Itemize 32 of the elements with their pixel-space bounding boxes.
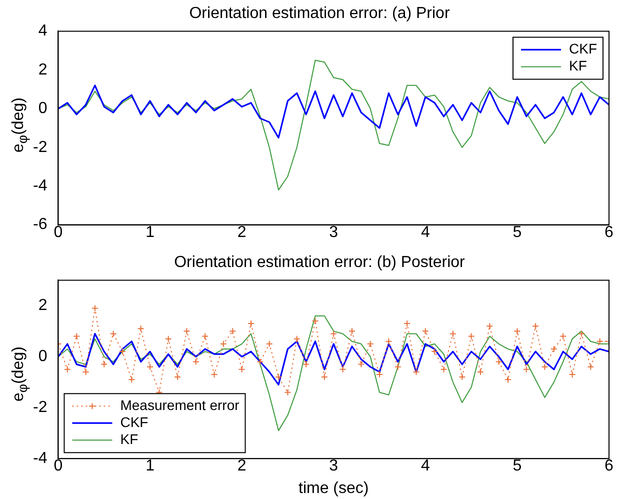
x-tick-label: 5: [512, 458, 522, 475]
legend-label: CKF: [569, 40, 597, 57]
y-tick-label: -4: [32, 177, 48, 194]
legend-label: KF: [569, 58, 587, 74]
x-axis-title: time (sec): [298, 480, 369, 497]
x-tick-label: 3: [329, 224, 338, 241]
x-tick-label: 2: [237, 458, 246, 475]
x-tick-label: 6: [604, 224, 614, 241]
legend-label: Measurement error: [120, 396, 240, 413]
x-tick-label: 0: [54, 224, 63, 241]
y-tick-label: -2: [32, 138, 48, 156]
x-tick-label: 6: [604, 458, 614, 475]
y-tick-label: -6: [32, 216, 48, 234]
x-tick-label: 4: [420, 224, 430, 241]
chart-title: Orientation estimation error: (b) Posterior: [174, 254, 466, 272]
y-tick-label: 2: [38, 61, 48, 78]
x-tick-label: 3: [329, 458, 338, 475]
x-tick-label: 2: [237, 224, 246, 241]
x-tick-label: 1: [146, 224, 155, 241]
y-tick-label: 2: [38, 297, 48, 314]
x-tick-label: 4: [420, 458, 430, 475]
chart-title: Orientation estimation error: (a) Prior: [189, 5, 450, 22]
x-tick-label: 0: [54, 458, 63, 475]
legend-label: CKF: [120, 414, 148, 430]
y-tick-label: -2: [32, 399, 48, 416]
x-tick-label: 5: [512, 224, 522, 241]
y-tick-label: -4: [32, 450, 48, 468]
y-tick-label: 0: [38, 348, 48, 366]
y-tick-label: 0: [38, 100, 48, 118]
legend-label: KF: [120, 430, 138, 447]
y-tick-label: 4: [38, 22, 48, 40]
x-tick-label: 1: [146, 458, 155, 475]
